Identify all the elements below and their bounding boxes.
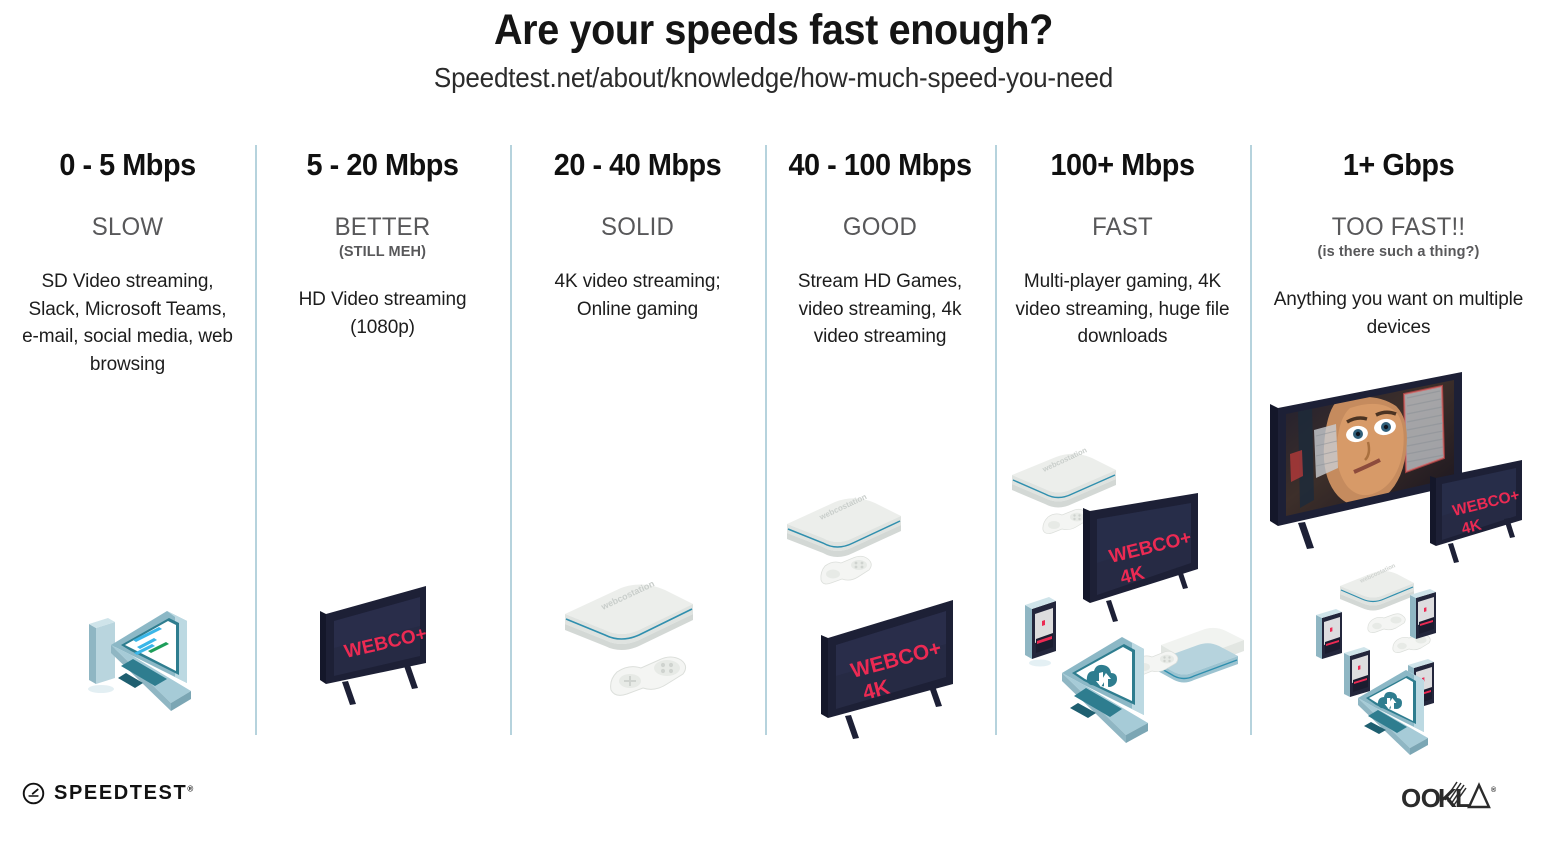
tv-resolution-text: 4K bbox=[1459, 516, 1483, 537]
printer-icon bbox=[1153, 627, 1244, 683]
speed-range-label: 0 - 5 Mbps bbox=[59, 147, 196, 182]
movie-scene bbox=[1285, 380, 1454, 516]
laptop-icon bbox=[1357, 670, 1428, 755]
speed-range-label: 1+ Gbps bbox=[1342, 147, 1455, 182]
ookla-wordmark-graphic: OO K L ® bbox=[1401, 781, 1498, 813]
svg-text:K: K bbox=[1438, 783, 1457, 813]
game-console-icon: webcostation bbox=[786, 492, 901, 557]
game-console-icon: webcostation bbox=[1011, 445, 1116, 508]
speed-range-label: 20 - 40 Mbps bbox=[553, 147, 722, 182]
speedtest-wordmark-text: SPEEDTEST bbox=[54, 782, 188, 804]
device-illustration-console-gamepad-tv4k: webcostation bbox=[765, 383, 995, 743]
rating-label: TOO FAST!! bbox=[1331, 213, 1466, 241]
tv-4k-icon: WEBCO+ 4K bbox=[820, 600, 953, 739]
device-illustration-multi-device: webcostation bbox=[995, 383, 1250, 743]
speedtest-trademark: ® bbox=[187, 784, 194, 794]
page-subtitle: Speedtest.net/about/knowledge/how-much-s… bbox=[433, 62, 1114, 94]
phone-icon bbox=[1343, 647, 1370, 697]
phone-icon bbox=[1315, 609, 1342, 659]
rating-sublabel: (is there such a thing?) bbox=[1317, 244, 1480, 260]
svg-text:OO: OO bbox=[1401, 783, 1441, 813]
page-title: Are your speeds fast enough? bbox=[493, 6, 1054, 54]
speed-tier-column-5: 100+ Mbps FAST Multi-player gaming, 4K v… bbox=[995, 133, 1250, 743]
rating-sublabel: (STILL MEH) bbox=[338, 244, 427, 260]
usage-description: SD Video streaming, Slack, Microsoft Tea… bbox=[22, 271, 233, 375]
ookla-wordmark: OO K L ® bbox=[1401, 780, 1523, 821]
speed-tier-column-4: 40 - 100 Mbps GOOD Stream HD Games, vide… bbox=[765, 133, 995, 743]
speedtest-wordmark: SPEEDTEST® bbox=[54, 782, 193, 805]
speedometer-icon bbox=[22, 782, 45, 805]
usage-description: HD Video streaming (1080p) bbox=[298, 289, 467, 338]
gamepad-icon bbox=[1366, 613, 1406, 634]
device-illustration-everything: WEBCO+ 4K webcostation bbox=[1250, 372, 1547, 755]
game-console-icon: webcostation bbox=[564, 578, 693, 650]
usage-description: 4K video streaming; Online gaming bbox=[554, 271, 721, 320]
device-illustration-laptop-phone bbox=[0, 383, 255, 743]
cloud-sync-icon bbox=[1086, 664, 1117, 688]
speed-range-label: 40 - 100 Mbps bbox=[788, 147, 972, 182]
rating-label: BETTER bbox=[334, 213, 431, 241]
gamepad-icon bbox=[1132, 650, 1178, 676]
laptop-icon bbox=[1061, 637, 1148, 743]
footer: SPEEDTEST® OO K L ® bbox=[0, 748, 1547, 843]
usage-description: Anything you want on multiple devices bbox=[1273, 289, 1524, 338]
rating-label: GOOD bbox=[842, 213, 918, 241]
speed-range-label: 100+ Mbps bbox=[1050, 147, 1195, 182]
phone-icon bbox=[1409, 589, 1436, 639]
speedtest-logo[interactable]: SPEEDTEST® bbox=[22, 782, 193, 805]
rating-label: SLOW bbox=[91, 213, 164, 241]
rating-label: SOLID bbox=[601, 213, 674, 241]
ookla-trademark: ® bbox=[1491, 786, 1497, 794]
phone-icon bbox=[87, 618, 115, 693]
header: Are your speeds fast enough? Speedtest.n… bbox=[0, 0, 1547, 94]
cloud-sync-icon bbox=[1377, 691, 1402, 709]
speed-tier-column-2: 5 - 20 Mbps BETTER (STILL MEH) HD Video … bbox=[255, 133, 510, 743]
ookla-fan-lines bbox=[1444, 781, 1467, 806]
speed-tier-column-1: 0 - 5 Mbps SLOW SD Video streaming, Slac… bbox=[0, 133, 255, 743]
gamepad-icon bbox=[1042, 508, 1088, 534]
tv-movie-icon bbox=[1269, 372, 1462, 549]
svg-text:L: L bbox=[1455, 783, 1471, 813]
device-illustration-console-gamepad: webcostation bbox=[510, 383, 765, 743]
phone-icon bbox=[1024, 597, 1056, 667]
gamepad-icon bbox=[819, 555, 872, 585]
speed-tier-column-6: 1+ Gbps TOO FAST!! (is there such a thin… bbox=[1250, 133, 1547, 755]
usage-description: Stream HD Games, video streaming, 4k vid… bbox=[797, 271, 963, 348]
rating-label: FAST bbox=[1092, 213, 1153, 241]
speed-tier-column-3: 20 - 40 Mbps SOLID 4K video streaming; O… bbox=[510, 133, 765, 743]
device-illustration-tv: WEBCO+ bbox=[255, 383, 510, 743]
game-console-icon: webcostation bbox=[1339, 563, 1414, 611]
tv-icon: WEBCO+ bbox=[319, 586, 428, 705]
laptop-icon bbox=[110, 611, 191, 711]
speed-range-label: 5 - 20 Mbps bbox=[306, 147, 459, 182]
tv-4k-icon: WEBCO+ 4K bbox=[1082, 493, 1198, 622]
ookla-logo[interactable]: OO K L ® bbox=[1401, 780, 1523, 821]
tv-4k-icon: WEBCO+ 4K bbox=[1429, 460, 1522, 563]
gamepad-icon bbox=[609, 656, 686, 696]
speed-tier-grid: 0 - 5 Mbps SLOW SD Video streaming, Slac… bbox=[0, 133, 1547, 755]
usage-description: Multi-player gaming, 4K video streaming,… bbox=[1015, 271, 1230, 348]
